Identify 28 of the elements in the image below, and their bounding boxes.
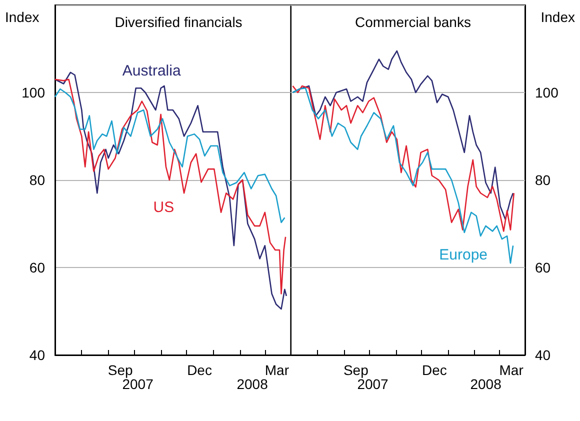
- line-series: [292, 87, 514, 264]
- text: Commercial banks: [355, 14, 471, 30]
- series-label: Australia: [122, 62, 182, 80]
- series-label: Europe: [439, 246, 488, 264]
- line-series: [54, 88, 286, 224]
- y-axis-title: Index: [540, 9, 575, 25]
- y-tick-label: 100: [22, 84, 46, 100]
- x-tick-label: Sep: [108, 362, 134, 378]
- line-series: [292, 85, 515, 232]
- x-tick-label: Mar: [499, 362, 524, 378]
- x-tick-label: Sep: [343, 362, 369, 378]
- text: 2007: [357, 376, 389, 392]
- y-tick-label: 60: [29, 260, 46, 276]
- y-tick-label: 60: [535, 260, 551, 276]
- x-tick-label: Dec: [187, 362, 212, 378]
- text: 2007: [122, 376, 154, 392]
- y-tick-label: 40: [535, 347, 551, 363]
- y-tick-label: 40: [29, 347, 46, 363]
- text: Diversified financials: [114, 14, 242, 30]
- text: 2008: [470, 376, 502, 392]
- y-tick-label: 80: [29, 172, 46, 188]
- x-tick-label: Mar: [264, 362, 290, 378]
- series-label: US: [153, 199, 174, 216]
- y-tick-label: 100: [535, 84, 559, 100]
- y-axis-title: Index: [5, 9, 40, 25]
- x-tick-label: Dec: [422, 362, 447, 378]
- y-tick-label: 80: [535, 172, 551, 188]
- text: 2008: [236, 376, 268, 392]
